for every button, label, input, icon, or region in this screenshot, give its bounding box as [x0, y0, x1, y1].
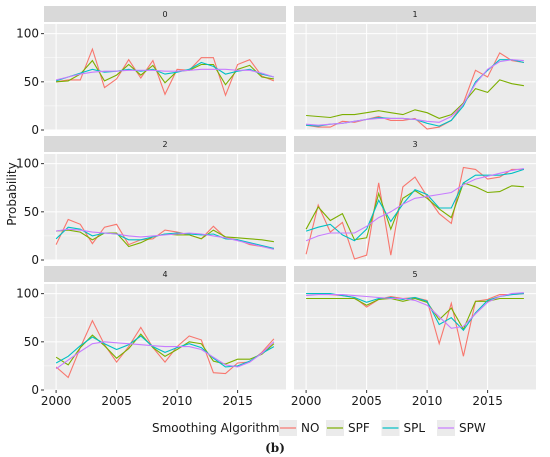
x-tick-label: 2000 [291, 394, 322, 408]
x-tick-label: 2000 [41, 394, 72, 408]
legend: Smoothing Algorithm NO SPF SPL SPW [152, 420, 486, 436]
series-line-spf [306, 79, 524, 119]
series-line-spl [55, 226, 275, 249]
y-tick-label: 50 [24, 75, 39, 89]
series-line-spw [306, 59, 524, 126]
facet-strip-label: 0 [162, 10, 167, 19]
y-tick-label: 100 [16, 157, 39, 171]
panel-background [294, 24, 536, 130]
panel-background [294, 154, 536, 260]
series-line-spl [55, 61, 275, 82]
legend-item-spf: SPF [326, 420, 370, 436]
facet-panel-1: 1 [294, 6, 536, 131]
facet-panel-5: 5 2000 2005 2010 2015 [291, 266, 536, 408]
series-line-spf [305, 182, 524, 241]
series-line-spf [56, 59, 274, 86]
facet-strip-label: 5 [412, 270, 417, 279]
legend-item-no: NO [279, 420, 319, 436]
legend-item-spl: SPL [381, 420, 426, 436]
y-tick-label: 0 [31, 253, 39, 267]
y-tick-label: 100 [16, 27, 39, 41]
series-line-spw [305, 167, 524, 242]
y-tick-label: 100 [16, 287, 39, 301]
facet-strip-label: 3 [412, 140, 417, 149]
facet-panel-3: 3 [294, 136, 536, 261]
series-line-spw [55, 341, 275, 370]
legend-label: NO [301, 421, 319, 435]
y-axis-title: Probability [5, 162, 19, 225]
series-line-spl [55, 335, 275, 368]
series-line-spl [306, 293, 524, 332]
legend-item-spw: SPW [437, 420, 486, 436]
facet-strip [294, 6, 536, 22]
x-tick-label: 2005 [351, 394, 382, 408]
y-tick-label: 0 [31, 383, 39, 397]
legend-label: SPF [348, 421, 370, 435]
y-tick-label: 50 [24, 335, 39, 349]
y-tick-label: 50 [24, 205, 39, 219]
figure-caption: (b) [265, 441, 285, 455]
y-tick-label: 0 [31, 123, 39, 137]
series-line-spl [305, 168, 525, 242]
x-tick-label: 2010 [162, 394, 193, 408]
panel-background [44, 284, 286, 390]
legend-label: SPW [459, 421, 486, 435]
facet-strip [44, 266, 286, 282]
facet-strip-label: 4 [162, 270, 167, 279]
series-line-no [305, 166, 524, 260]
x-tick-label: 2015 [472, 394, 503, 408]
legend-title: Smoothing Algorithm [152, 421, 279, 435]
series-line-spf [306, 297, 524, 331]
x-tick-label: 2015 [222, 394, 253, 408]
facet-strip [294, 136, 536, 152]
facet-strip-label: 1 [412, 10, 417, 19]
series-line-spw [56, 228, 275, 250]
facet-strip [44, 6, 286, 22]
series-line-no [306, 52, 524, 130]
series-line-no [56, 47, 275, 97]
series-line-no [55, 319, 275, 379]
legend-label: SPL [404, 421, 426, 435]
x-tick-label: 2005 [101, 394, 132, 408]
facet-strip [294, 266, 536, 282]
facet-strip [44, 136, 286, 152]
series-line-spw [306, 292, 524, 329]
x-tick-label: 2010 [412, 394, 443, 408]
panel-background [44, 24, 286, 130]
facet-panel-4: 4 0 50 100 2000 2005 2010 2015 [16, 266, 286, 408]
series-line-spf [55, 333, 275, 366]
series-line-spw [55, 68, 275, 81]
facet-panel-2: 2 0 50 100 [16, 136, 286, 267]
facet-strip-label: 2 [162, 140, 167, 149]
panel-background [294, 284, 536, 390]
facet-panel-0: 0 0 50 100 [16, 6, 286, 137]
